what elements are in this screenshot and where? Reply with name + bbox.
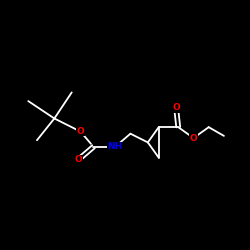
Text: O: O bbox=[172, 103, 180, 112]
Text: O: O bbox=[190, 134, 197, 142]
Text: NH: NH bbox=[108, 142, 123, 151]
Text: O: O bbox=[74, 155, 82, 164]
Text: O: O bbox=[76, 127, 84, 136]
